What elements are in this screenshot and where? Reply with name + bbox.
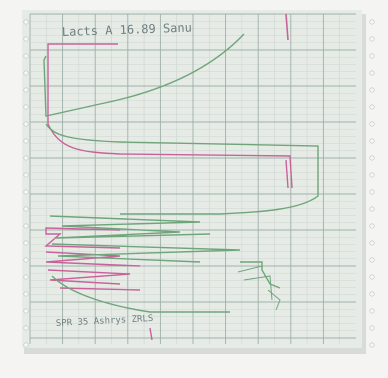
sprocket-hole (369, 274, 375, 280)
sprocket-hole (23, 172, 29, 178)
grid-major-lines (29, 13, 356, 344)
sprocket-hole (23, 308, 29, 314)
sprocket-hole (23, 87, 29, 93)
sprocket-hole (23, 53, 29, 59)
sprocket-hole (369, 36, 375, 42)
pink-tick-mark (285, 13, 289, 41)
sprocket-hole (369, 223, 375, 229)
pen-scribble (237, 265, 281, 311)
sprocket-hole (369, 121, 375, 127)
sprocket-hole (369, 291, 375, 297)
sprocket-hole (369, 325, 375, 331)
sprocket-hole (23, 257, 29, 263)
sprocket-hole (23, 342, 29, 348)
sprocket-hole (369, 138, 375, 144)
sprocket-hole (369, 172, 375, 178)
sprocket-hole (23, 291, 29, 297)
sprocket-hole (23, 36, 29, 42)
sprocket-hole (23, 121, 29, 127)
sprocket-hole (23, 19, 29, 25)
green-trace (43, 33, 319, 313)
sprocket-hole (23, 104, 29, 110)
sprocket-hole (23, 274, 29, 280)
sprocket-hole (369, 155, 375, 161)
sprocket-hole (369, 240, 375, 246)
sprocket-hole (23, 189, 29, 195)
sprocket-hole (369, 19, 375, 25)
sprocket-hole (369, 206, 375, 212)
sprocket-hole (369, 189, 375, 195)
sprocket-hole (369, 70, 375, 76)
sprocket-hole (369, 342, 375, 348)
handwritten-top-note: Lacts A 16.89 Sanu (62, 20, 192, 39)
sprocket-hole (23, 240, 29, 246)
sprocket-hole (23, 325, 29, 331)
sprocket-hole (23, 206, 29, 212)
sprocket-hole (369, 308, 375, 314)
sprocket-hole (23, 138, 29, 144)
grid-paper (22, 10, 362, 348)
sprocket-hole (23, 223, 29, 229)
sprocket-holes-right (369, 19, 375, 348)
sprocket-holes-left (23, 19, 29, 348)
sprocket-hole (369, 257, 375, 263)
sprocket-hole (23, 70, 29, 76)
sprocket-hole (23, 155, 29, 161)
sprocket-hole (369, 87, 375, 93)
pink-trace (44, 43, 293, 341)
sprocket-hole (369, 104, 375, 110)
sprocket-hole (369, 53, 375, 59)
